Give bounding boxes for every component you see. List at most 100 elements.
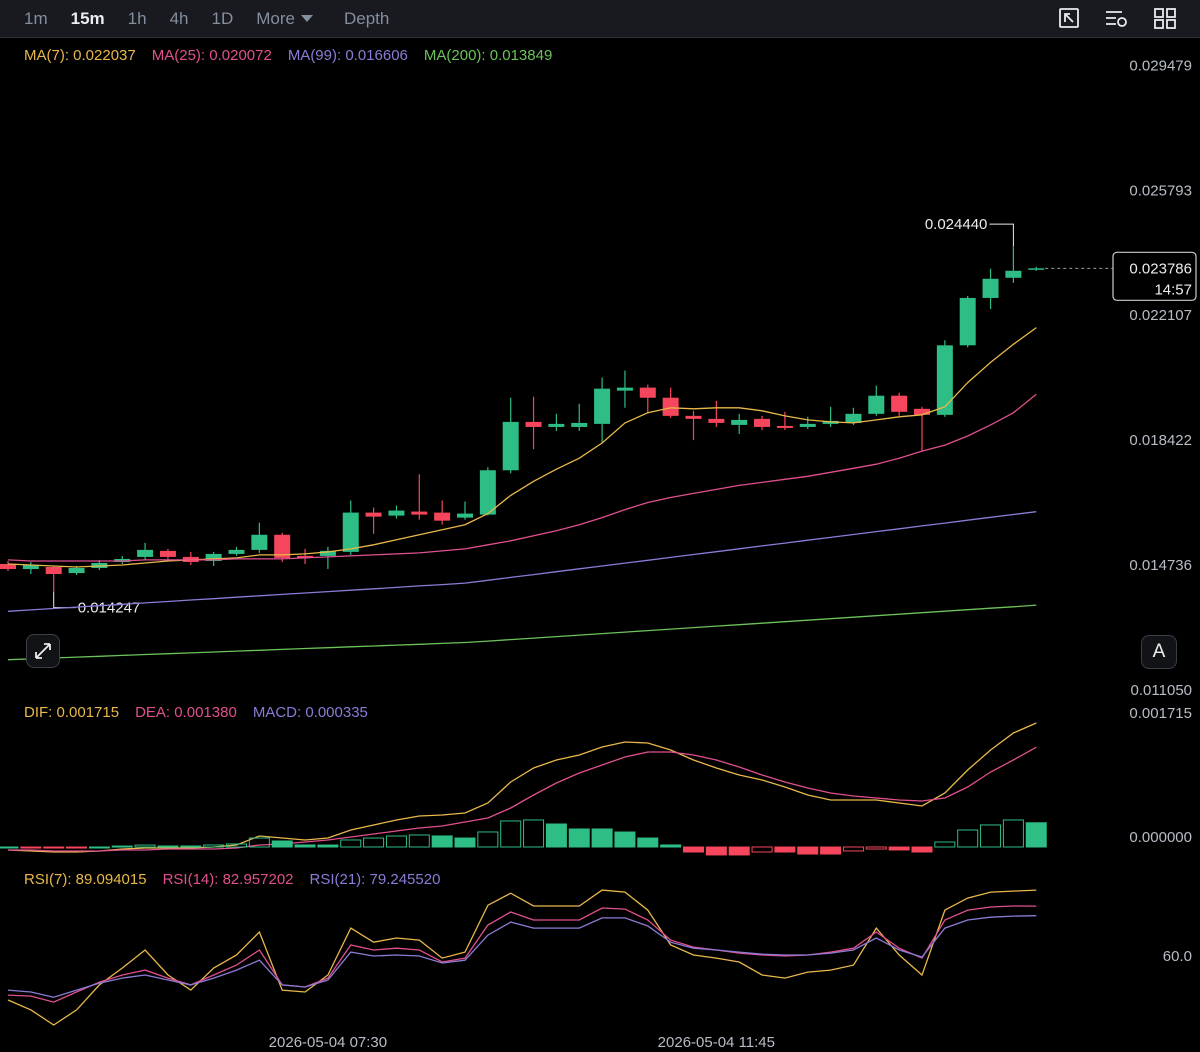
histogram-bar [454,837,476,848]
indicator-line [7,722,1037,853]
candle-body [137,549,154,557]
candle-body [639,387,656,398]
candle-body [845,413,862,423]
histogram-bar [226,843,247,848]
candle-body [799,423,816,427]
auto-button[interactable]: A [1141,635,1177,669]
legend-entry: DIF: 0.001715 [24,704,120,721]
toolbar-icons [1059,8,1176,29]
candle-body [22,564,39,570]
icon-layout[interactable] [1154,8,1176,29]
histogram-bar [957,829,979,848]
candle-body [205,553,222,561]
candle-body [319,550,336,556]
legend-entry: MACD: 0.000335 [252,704,368,721]
histogram-bar [88,846,110,849]
candle-body [936,345,953,415]
candle-body [776,425,793,428]
histogram-bar [385,835,407,848]
high-label: 0.024440 [925,216,988,233]
candle-body [365,512,382,517]
legend-entry: MA(200): 0.013849 [423,47,553,64]
legend-entry: DEA: 0.001380 [135,704,237,721]
candle-body [525,421,542,427]
more-tab[interactable]: More [256,9,313,29]
histogram-bar [614,831,636,848]
candle-body [982,278,999,298]
candle-body [571,422,588,427]
histogram-bar [134,844,156,848]
candle-body [891,395,908,412]
histogram-bar [340,839,362,848]
y-tick-label: 0.014736 [1129,557,1192,574]
indicator-line [7,393,1037,562]
histogram-bar [1002,819,1024,848]
histogram-bar [431,835,453,848]
legend-entry: RSI(7): 89.094015 [24,871,147,888]
icon-settings[interactable] [1106,11,1127,27]
candle-body [1028,268,1045,270]
expand-button[interactable] [26,634,60,668]
candle-body [0,563,16,570]
tab[interactable]: 1m [24,8,48,28]
icon-indicator[interactable] [1059,8,1079,28]
candle-body [297,555,314,558]
histogram-bar [934,841,956,848]
depth-tab[interactable]: Depth [343,8,390,28]
y-tick-label: 0.000000 [1129,829,1192,846]
histogram-bar [111,845,133,848]
histogram-bar [363,837,385,848]
low-label: 0.014247 [78,600,141,617]
legend-entry: RSI(21): 79.245520 [309,871,441,888]
histogram-bar [751,846,773,853]
candle-body [159,550,176,557]
last-price-box [1112,251,1197,301]
histogram-bar [157,845,179,848]
indicator-line [8,746,1037,852]
last-price: 0.023786 [1129,260,1192,277]
tab-active[interactable]: 15m [70,8,105,28]
x-tick-label: 2026-05-04 07:30 [269,1034,387,1051]
histogram-bar [774,846,796,853]
histogram-bar [797,846,819,855]
candle-body [959,297,976,346]
histogram-bar [43,846,65,849]
candle-body [479,470,496,515]
candle-body [251,534,268,550]
histogram-bar [545,823,567,848]
candle-body [548,423,565,427]
candle-body [754,418,771,427]
indicator-line [7,915,1037,998]
y-tick-label: 0.022107 [1129,307,1192,324]
histogram-bar [705,846,727,856]
indicator-line [7,511,1037,612]
ma-legend: MA(7): 0.022037 MA(25): 0.020072 MA(99): 0… [24,47,552,64]
histogram-bar [248,837,270,848]
histogram-bar [865,846,887,850]
tab[interactable]: 4h [169,8,189,28]
indicator-line [7,905,1037,1003]
legend-entry: MA(7): 0.022037 [24,47,136,64]
legend-entry: MA(99): 0.016606 [287,47,408,64]
candle-body [45,566,62,575]
candle-body [68,568,85,574]
histogram-bar [500,820,522,848]
x-tick-label: 2026-05-04 11:45 [658,1034,775,1051]
more-label: More [256,8,295,28]
y-tick-label: 0.029479 [1129,57,1192,74]
tab[interactable]: 1D [211,8,234,28]
candle-body [616,387,633,391]
y-tick-label: 0.001715 [1129,705,1192,722]
candle-body [914,408,930,415]
tab[interactable]: 1h [127,8,147,28]
histogram-bar [728,846,750,856]
histogram-bar [568,828,590,848]
candle-body [411,511,428,515]
candle-body [1005,270,1022,278]
histogram-bar [408,834,430,848]
candle-body [274,534,291,558]
y-tick-label: 0.018422 [1129,432,1192,449]
histogram-bar [203,844,225,848]
